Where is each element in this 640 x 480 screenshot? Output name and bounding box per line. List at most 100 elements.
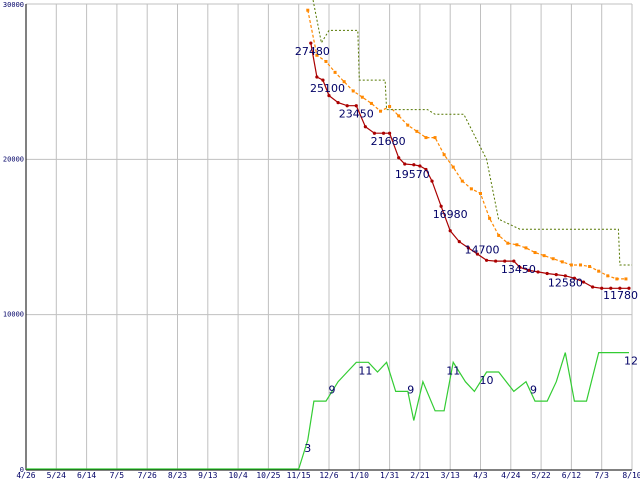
data-point-avg xyxy=(415,129,419,133)
data-point-avg xyxy=(433,136,437,140)
x-tick-label: 6/14 xyxy=(77,471,96,480)
data-point-price xyxy=(424,167,428,172)
x-tick-label: 4/26 xyxy=(16,471,35,480)
x-tick-label: 8/10 xyxy=(622,471,640,480)
data-point-price xyxy=(354,104,358,108)
series-line-avg xyxy=(307,10,626,280)
data-label-count: 11 xyxy=(446,364,460,377)
data-point-avg xyxy=(469,187,473,191)
data-point-price xyxy=(494,259,498,263)
data-point-price xyxy=(512,259,516,263)
x-tick-label: 4/24 xyxy=(501,471,520,480)
x-tick-label: 7/5 xyxy=(110,471,125,480)
series-line-count xyxy=(26,352,629,470)
data-point-price xyxy=(315,75,319,79)
data-point-price xyxy=(397,156,401,160)
y-tick-label: 20000 xyxy=(3,155,24,163)
data-point-price xyxy=(518,265,522,269)
x-tick-label: 1/31 xyxy=(380,471,399,480)
data-point-avg xyxy=(406,123,410,127)
data-label-price: 21680 xyxy=(371,135,406,148)
data-point-price xyxy=(403,162,407,166)
data-point-avg xyxy=(624,277,628,281)
grid xyxy=(25,3,633,470)
series-layer xyxy=(26,0,632,470)
data-point-avg xyxy=(515,243,519,247)
data-point-avg xyxy=(379,109,383,113)
data-point-avg xyxy=(578,263,582,267)
x-tick-label: 11/15 xyxy=(287,471,311,480)
data-point-price xyxy=(554,272,558,277)
data-labels: 27480 25100 23450 21680 19570 16980 1470013450… xyxy=(295,45,638,455)
data-point-price xyxy=(536,270,540,274)
data-point-price xyxy=(457,240,461,244)
data-point-price xyxy=(381,131,386,135)
data-point-avg xyxy=(606,274,610,278)
data-point-avg xyxy=(315,53,319,57)
data-point-avg xyxy=(333,70,337,74)
data-point-avg xyxy=(388,105,392,109)
data-label-price: 11780 xyxy=(603,289,638,302)
data-point-price xyxy=(563,274,567,278)
data-point-avg xyxy=(442,153,446,157)
x-tick-labels: 4/26 5/24 6/14 7/5 7/26 8/23 9/13 10/4 10/25 11/1… xyxy=(16,471,640,480)
x-tick-label: 10/4 xyxy=(228,471,247,480)
data-point-price xyxy=(309,41,313,45)
data-label-price: 25100 xyxy=(310,82,345,95)
data-label-count: 9 xyxy=(407,384,414,397)
data-point-avg xyxy=(488,216,492,220)
x-tick-label: 12/6 xyxy=(319,471,338,480)
data-point-avg xyxy=(424,136,428,140)
data-point-price xyxy=(388,131,392,135)
data-label-price: 16980 xyxy=(433,208,468,221)
y-tick-label: 0 xyxy=(20,466,24,474)
data-point-price xyxy=(503,259,507,263)
data-point-avg xyxy=(560,260,564,264)
data-point-price xyxy=(466,246,470,250)
x-tick-label: 7/3 xyxy=(594,471,609,480)
x-tick-label: 5/24 xyxy=(47,471,66,480)
axes xyxy=(25,4,632,471)
data-point-avg xyxy=(479,192,482,196)
x-tick-label: 1/10 xyxy=(350,471,369,480)
x-tick-label: 7/26 xyxy=(138,471,157,480)
data-label-count: 3 xyxy=(304,442,311,455)
data-point-price xyxy=(372,131,377,135)
data-label-price: 12580 xyxy=(548,277,583,290)
data-point-price xyxy=(475,252,480,256)
data-point-price xyxy=(591,285,595,289)
data-point-price xyxy=(439,204,443,208)
data-point-avg xyxy=(397,114,401,118)
data-point-price xyxy=(484,258,489,262)
data-point-avg xyxy=(615,277,619,281)
data-point-price xyxy=(336,101,340,105)
data-label-count: 10 xyxy=(480,374,494,387)
data-point-price xyxy=(618,286,622,290)
data-label-count: 9 xyxy=(329,384,336,397)
data-label-price: 23450 xyxy=(339,108,374,121)
y-tick-labels: 0 10000 20000 30000 xyxy=(3,1,24,474)
data-point-price xyxy=(430,179,434,183)
data-point-avg xyxy=(351,89,355,93)
x-tick-label: 3/13 xyxy=(441,471,460,480)
data-point-avg xyxy=(569,263,573,267)
data-point-avg xyxy=(306,8,310,12)
data-point-price xyxy=(448,229,452,233)
data-point-price xyxy=(363,125,367,129)
data-point-avg xyxy=(597,269,601,273)
x-tick-label: 5/22 xyxy=(531,471,550,480)
data-point-avg xyxy=(451,165,455,169)
data-point-avg xyxy=(369,101,373,105)
x-tick-label: 4/3 xyxy=(473,471,488,480)
y-tick-label: 30000 xyxy=(3,1,24,9)
x-tick-label: 9/13 xyxy=(198,471,217,480)
data-point-price xyxy=(545,271,549,276)
data-point-price xyxy=(609,286,613,290)
x-tick-label: 6/12 xyxy=(562,471,581,480)
data-point-avg xyxy=(342,80,346,84)
data-point-avg xyxy=(542,254,546,258)
data-label-price: 13450 xyxy=(501,263,536,276)
x-tick-label: 8/23 xyxy=(168,471,187,480)
